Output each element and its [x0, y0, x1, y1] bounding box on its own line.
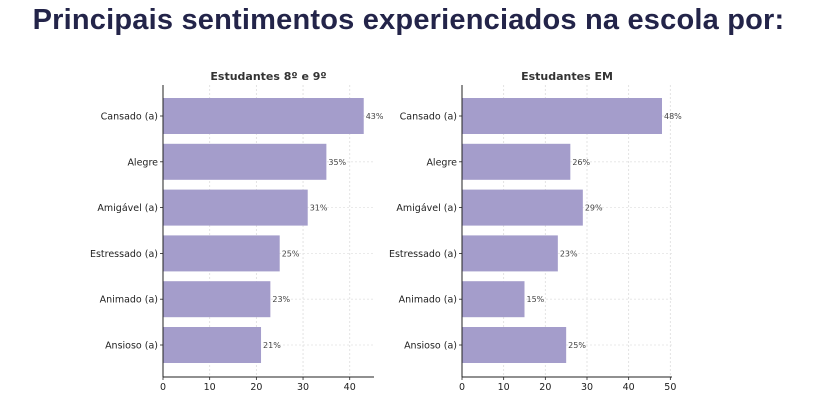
data-label: 23% — [560, 249, 578, 258]
x-tick-label: 40 — [344, 382, 356, 393]
y-tick-label: Cansado (a) — [101, 112, 158, 123]
data-label: 23% — [272, 295, 290, 304]
data-label: 25% — [568, 341, 586, 350]
x-tick-label: 20 — [539, 382, 551, 393]
data-label: 35% — [328, 158, 346, 167]
y-tick-label: Alegre — [127, 157, 158, 168]
data-label: 25% — [282, 249, 300, 258]
bar — [462, 281, 525, 318]
data-label: 21% — [263, 341, 281, 350]
chart-title: Estudantes 8º e 9º — [210, 70, 326, 83]
y-tick-label: Cansado (a) — [400, 112, 457, 123]
y-tick-label: Animado (a) — [100, 295, 158, 306]
x-tick-label: 10 — [204, 382, 216, 393]
y-tick-label: Ansioso (a) — [404, 341, 457, 352]
bar — [462, 143, 571, 180]
data-label: 43% — [366, 112, 384, 121]
data-label: 26% — [572, 158, 590, 167]
bar — [163, 281, 271, 318]
page-title: Principais sentimentos experienciados na… — [32, 4, 785, 36]
y-tick-label: Ansioso (a) — [105, 341, 158, 352]
y-tick-label: Animado (a) — [399, 295, 457, 306]
x-tick-label: 50 — [664, 382, 676, 393]
x-tick-label: 10 — [498, 382, 510, 393]
x-tick-label: 0 — [160, 382, 166, 393]
bar — [163, 327, 262, 363]
x-tick-label: 30 — [581, 382, 593, 393]
data-label: 48% — [664, 112, 682, 121]
y-tick-label: Estressado (a) — [90, 249, 158, 260]
bar — [462, 235, 558, 272]
x-tick-label: 0 — [459, 382, 465, 393]
y-tick-label: Alegre — [426, 157, 457, 168]
y-tick-label: Amigável (a) — [396, 203, 457, 214]
y-tick-label: Estressado (a) — [389, 249, 457, 260]
data-label: 31% — [310, 204, 328, 213]
x-tick-label: 40 — [623, 382, 635, 393]
x-tick-label: 20 — [250, 382, 262, 393]
bar — [163, 143, 327, 180]
data-label: 29% — [585, 204, 603, 213]
data-label: 15% — [527, 295, 545, 304]
chart-title: Estudantes EM — [521, 70, 613, 83]
bar — [163, 235, 280, 272]
bar — [163, 189, 308, 226]
bar — [163, 98, 364, 134]
bar — [462, 327, 567, 363]
y-tick-label: Amigável (a) — [97, 203, 158, 214]
bar — [462, 98, 662, 134]
bar — [462, 189, 583, 226]
x-tick-label: 30 — [297, 382, 309, 393]
